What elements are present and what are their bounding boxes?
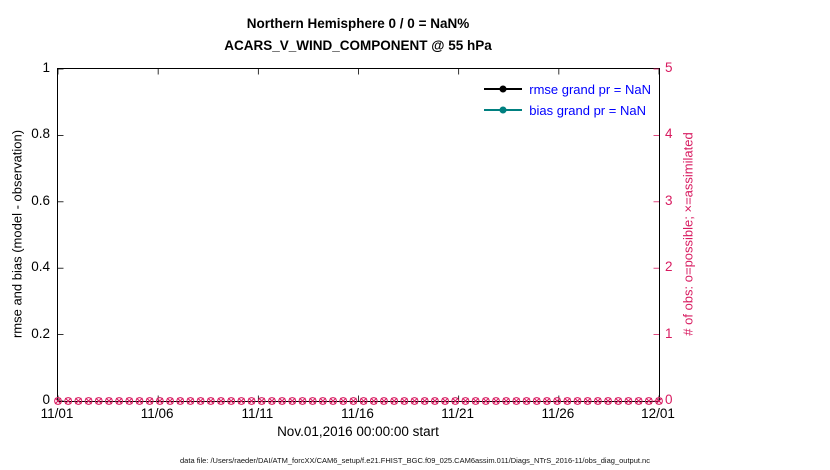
obs-possible-marker	[227, 397, 236, 405]
obs-possible-marker	[217, 397, 225, 405]
x-axis-tick-label: 11/21	[441, 406, 475, 421]
obs-possible-marker	[380, 397, 388, 405]
obs-possible-marker	[420, 397, 429, 405]
obs-possible-marker	[604, 397, 612, 405]
obs-possible-marker	[206, 397, 215, 405]
obs-possible-marker	[543, 397, 551, 405]
obs-possible-marker	[145, 397, 154, 405]
obs-possible-marker	[339, 397, 348, 405]
title-line2: ACARS_V_WIND_COMPONENT @ 55 hPa	[224, 38, 492, 53]
obs-possible-marker	[634, 397, 643, 405]
obs-possible-marker	[74, 397, 83, 405]
legend-entry: rmse grand pr = NaN	[484, 81, 651, 97]
obs-possible-marker	[655, 397, 663, 405]
left-axis-label: rmse and bias (model - observation)	[9, 129, 25, 339]
obs-possible-marker	[644, 397, 653, 405]
obs-possible-marker	[94, 397, 103, 405]
obs-possible-marker	[410, 397, 419, 405]
obs-possible-marker	[400, 397, 409, 405]
plot-area: rmse grand pr = NaN bias grand pr = NaN	[54, 68, 663, 405]
obs-possible-marker	[166, 397, 174, 405]
legend: rmse grand pr = NaN bias grand pr = NaN	[484, 81, 651, 118]
legend-entry: bias grand pr = NaN	[484, 102, 651, 118]
right-axis-label: # of obs: o=possible; ×=assimilated	[680, 132, 696, 336]
obs-possible-marker	[318, 397, 327, 405]
obs-possible-marker	[176, 397, 185, 405]
obs-possible-marker	[278, 397, 287, 405]
obs-possible-marker	[563, 397, 572, 405]
obs-possible-marker	[268, 397, 276, 405]
right-axis-tick-label: 3	[665, 192, 673, 208]
x-axis-label: Nov.01,2016 00:00:00 start	[277, 424, 439, 439]
obs-possible-marker	[624, 397, 633, 405]
obs-possible-marker	[155, 397, 164, 405]
obs-possible-marker	[553, 397, 562, 405]
right-axis-tick-label: 1	[665, 325, 673, 341]
obs-possible-marker	[390, 397, 399, 405]
x-axis-tick-label: 11/11	[241, 406, 274, 421]
plot-canvas	[54, 68, 663, 405]
right-axis-tick-label: 4	[665, 126, 673, 142]
obs-possible-marker	[257, 397, 266, 405]
obs-possible-marker	[247, 397, 256, 405]
obs-possible-marker	[125, 397, 134, 405]
right-axis-tick-label: 2	[665, 259, 673, 275]
obs-possible-marker	[471, 397, 480, 405]
obs-possible-marker	[359, 397, 368, 405]
obs-possible-marker	[329, 397, 337, 405]
obs-possible-marker	[308, 397, 317, 405]
left-axis-tick-label: 1	[42, 60, 50, 75]
legend-line-sample	[484, 106, 523, 114]
obs-possible-marker	[461, 397, 470, 405]
legend-line-sample	[484, 85, 523, 93]
obs-possible-marker	[196, 397, 205, 405]
obs-possible-marker	[593, 397, 602, 405]
right-axis-tick-label: 5	[665, 60, 673, 75]
left-axis-tick-label: 0.4	[31, 259, 50, 275]
left-axis-tick-label: 0	[42, 392, 50, 407]
obs-possible-marker	[430, 397, 439, 405]
obs-possible-marker	[186, 397, 195, 405]
left-axis-tick-label: 0.6	[31, 192, 50, 208]
obs-possible-marker	[532, 397, 541, 405]
obs-possible-marker	[614, 397, 623, 405]
obs-possible-marker	[298, 397, 307, 405]
x-axis-tick-label: 11/26	[541, 406, 575, 421]
x-axis-tick-label: 12/01	[641, 406, 675, 421]
x-axis-tick-label: 11/06	[140, 406, 174, 421]
obs-possible-marker	[481, 397, 490, 405]
legend-label: bias grand pr = NaN	[529, 102, 646, 118]
obs-possible-marker	[64, 397, 73, 405]
obs-possible-marker	[573, 397, 582, 405]
left-axis-tick-label: 0.2	[31, 325, 50, 341]
legend-marker-dot	[499, 106, 507, 114]
x-axis-tick-label: 11/01	[40, 406, 74, 421]
obs-possible-marker	[54, 397, 62, 405]
obs-possible-marker	[288, 397, 297, 405]
left-axis-tick-label: 0.8	[31, 126, 50, 142]
obs-possible-marker	[441, 397, 449, 405]
right-axis-tick-label: 0	[665, 392, 673, 407]
data-file-caption: data file: /Users/raeder/DAI/ATM_forcXX/…	[180, 456, 650, 465]
obs-possible-marker	[237, 397, 246, 405]
obs-possible-marker	[105, 397, 113, 405]
obs-possible-marker	[502, 397, 511, 405]
obs-possible-marker	[522, 397, 531, 405]
title-line1: Northern Hemisphere 0 / 0 = NaN%	[246, 16, 470, 31]
chart-title: Northern Hemisphere 0 / 0 = NaN% ACARS_V…	[224, 13, 491, 57]
obs-possible-marker	[369, 397, 378, 405]
x-axis-tick-label: 11/16	[341, 406, 374, 421]
obs-possible-marker	[84, 397, 93, 405]
obs-possible-marker	[135, 397, 144, 405]
obs-possible-marker	[583, 397, 592, 405]
obs-markers	[54, 397, 663, 405]
obs-possible-marker	[115, 397, 124, 405]
obs-possible-marker	[451, 397, 460, 405]
legend-label: rmse grand pr = NaN	[529, 81, 651, 97]
obs-possible-marker	[512, 397, 521, 405]
obs-possible-marker	[492, 397, 500, 405]
legend-marker-dot	[499, 85, 507, 93]
obs-possible-marker	[349, 397, 358, 405]
